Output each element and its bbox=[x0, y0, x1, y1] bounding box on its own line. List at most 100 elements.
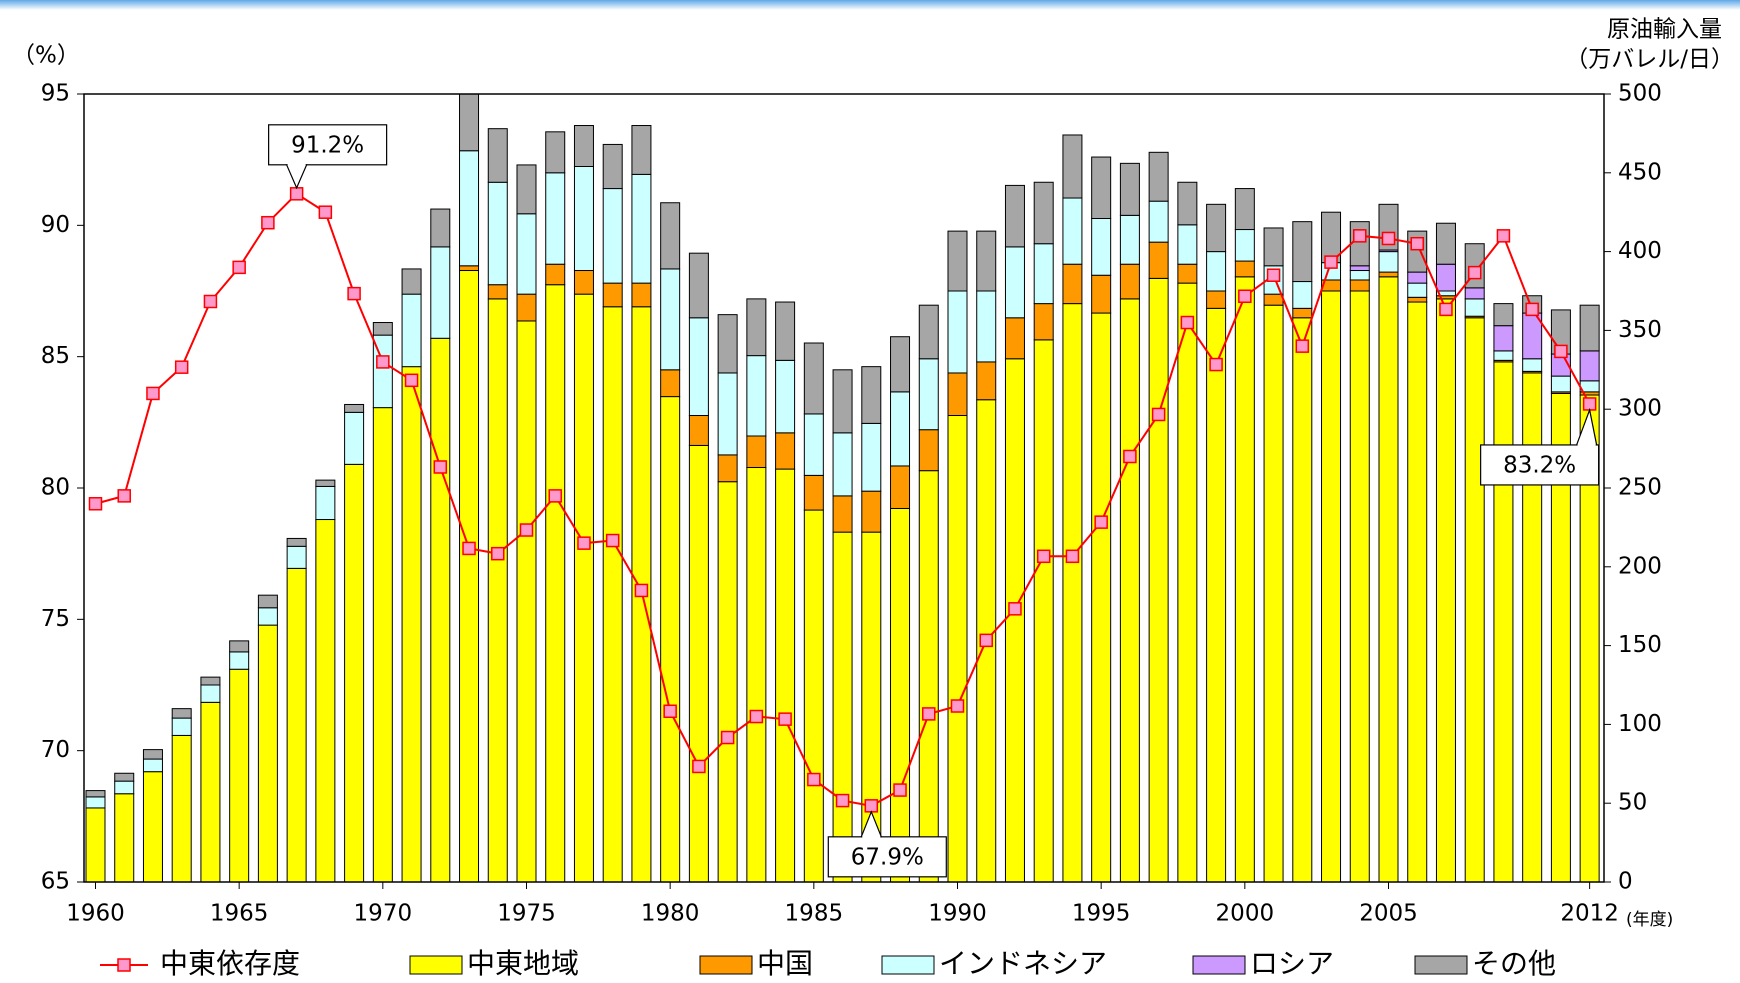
bar-segment bbox=[1349, 265, 1370, 272]
bar-segment bbox=[660, 202, 681, 270]
callout: 91.2% bbox=[268, 124, 388, 190]
bar-segment bbox=[1206, 251, 1227, 292]
bar-segment bbox=[688, 252, 709, 319]
y2-tick-label: 150 bbox=[1618, 632, 1662, 658]
bar-segment bbox=[717, 314, 738, 374]
line-marker bbox=[1525, 302, 1539, 317]
line-marker bbox=[404, 373, 419, 388]
bar-segment bbox=[1033, 243, 1054, 305]
line-marker bbox=[1381, 231, 1396, 246]
bar-segment bbox=[1493, 303, 1514, 327]
bar-segment bbox=[545, 172, 566, 265]
bar-segment bbox=[573, 125, 594, 167]
bar-segment bbox=[1493, 361, 1514, 883]
bar-segment bbox=[171, 708, 192, 719]
line-marker bbox=[634, 583, 649, 598]
line-marker bbox=[491, 546, 505, 561]
line-marker bbox=[1065, 549, 1080, 564]
bar-segment bbox=[775, 432, 796, 470]
bar-segment bbox=[890, 336, 911, 393]
line-marker bbox=[922, 707, 936, 721]
line-marker bbox=[835, 793, 850, 808]
bar-segment bbox=[1119, 263, 1140, 300]
bar-segment bbox=[1292, 317, 1313, 883]
line-marker bbox=[1151, 407, 1166, 422]
bar-segment bbox=[573, 165, 594, 272]
bar-segment bbox=[1148, 151, 1169, 202]
bar-segment bbox=[344, 463, 365, 883]
bar-segment bbox=[1349, 290, 1370, 883]
line-marker bbox=[261, 215, 275, 230]
bar-segment bbox=[717, 454, 738, 483]
bar-segment bbox=[573, 270, 594, 295]
bar-segment bbox=[487, 128, 508, 183]
bar-segment bbox=[487, 298, 508, 883]
bar-segment bbox=[85, 790, 106, 798]
bar-segment bbox=[1292, 221, 1313, 283]
bar-segment bbox=[171, 734, 192, 883]
bar-segment bbox=[85, 796, 106, 809]
legend-swatch bbox=[409, 955, 463, 975]
line-marker bbox=[1554, 344, 1568, 359]
y-axis-label: （%） bbox=[12, 43, 80, 69]
y2-axis-label: 原油輸入量 bbox=[1607, 17, 1722, 43]
x-axis-label: (年度) bbox=[1626, 910, 1673, 930]
bar-segment bbox=[918, 470, 939, 883]
bar-segment bbox=[516, 320, 537, 883]
line-marker bbox=[462, 541, 476, 556]
bar-segment bbox=[631, 125, 652, 175]
x-tick-label: 1970 bbox=[354, 901, 413, 927]
bar-segment bbox=[717, 481, 738, 883]
legend-swatch bbox=[881, 955, 935, 975]
bar-segment bbox=[1177, 224, 1198, 265]
line-marker bbox=[864, 799, 879, 813]
line-marker bbox=[1266, 268, 1281, 282]
line-marker bbox=[318, 205, 333, 219]
annotation: 67.9% bbox=[851, 844, 924, 870]
line-marker bbox=[203, 294, 218, 309]
bar-segment bbox=[459, 265, 480, 272]
bar-segment bbox=[229, 668, 250, 883]
bar-segment bbox=[344, 411, 365, 465]
bar-segment bbox=[401, 293, 422, 368]
x-tick-label: 2005 bbox=[1359, 901, 1418, 927]
bar-segment bbox=[746, 355, 767, 437]
bar-segment bbox=[1435, 263, 1456, 292]
bar-segment bbox=[545, 131, 566, 174]
bar-segment bbox=[1378, 251, 1399, 273]
bar-segment bbox=[1119, 162, 1140, 216]
callout-pointer bbox=[285, 164, 308, 190]
callout: 83.2% bbox=[1480, 407, 1600, 486]
bar-segment bbox=[1206, 307, 1227, 883]
bar-segment bbox=[602, 282, 623, 308]
bar-segment bbox=[890, 391, 911, 467]
x-tick-label: 1975 bbox=[497, 901, 556, 927]
line-marker bbox=[174, 360, 189, 374]
bar-segment bbox=[947, 230, 968, 292]
y-tick-label: 95 bbox=[41, 81, 70, 107]
x-tick-label: 1995 bbox=[1072, 901, 1131, 927]
bar-segment bbox=[602, 188, 623, 284]
y2-axis-unit: （万バレル/日） bbox=[1565, 47, 1734, 73]
line-marker bbox=[376, 355, 390, 369]
line-marker bbox=[1209, 357, 1223, 372]
bar-segment bbox=[1062, 134, 1083, 199]
bar-segment bbox=[746, 435, 767, 469]
y-tick-label: 80 bbox=[41, 475, 70, 501]
line-marker bbox=[1238, 289, 1252, 304]
y2-tick-label: 50 bbox=[1618, 790, 1647, 816]
line-marker bbox=[117, 489, 131, 503]
bar-segment bbox=[775, 359, 796, 434]
bar-segment bbox=[775, 301, 796, 361]
bar-segment bbox=[1407, 282, 1428, 298]
y2-tick-label: 250 bbox=[1618, 475, 1662, 501]
bar-segment bbox=[947, 372, 968, 417]
callout: 67.9% bbox=[827, 810, 947, 878]
bar-segment bbox=[1062, 303, 1083, 883]
legend-label: ロシア bbox=[1250, 947, 1334, 980]
bar-segment bbox=[315, 485, 336, 521]
bar-segment bbox=[717, 372, 738, 456]
bar-segment bbox=[171, 717, 192, 736]
bar-segment bbox=[1579, 350, 1600, 382]
